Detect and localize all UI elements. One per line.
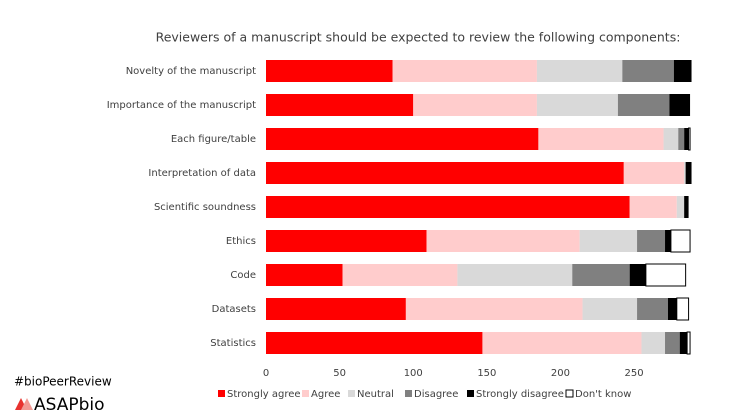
y-tick-label: Importance of the manuscript [107, 100, 256, 111]
bar-segment [684, 128, 689, 150]
bar-segment [392, 60, 537, 82]
bar-segment [669, 94, 691, 116]
y-tick-label: Scientific soundness [154, 202, 256, 213]
bar-segment [623, 162, 685, 184]
bar-segment [637, 298, 668, 320]
bar-segment [686, 331, 691, 355]
bar-segment [673, 60, 692, 82]
bar-segment [667, 298, 677, 320]
bar-segment [617, 94, 670, 116]
bar-segment [622, 60, 674, 82]
logo-icon [15, 398, 33, 410]
bar-segment [676, 297, 690, 321]
bar-segment [266, 162, 624, 184]
bar-segment [266, 94, 414, 116]
bar-segment [676, 196, 685, 218]
bar-segment [413, 94, 537, 116]
bar-segment [629, 196, 677, 218]
chart-title: Reviewers of a manuscript should be expe… [156, 30, 681, 45]
y-tick-label: Code [230, 270, 256, 281]
x-tick-label: 100 [404, 368, 423, 379]
y-tick-label: Novelty of the manuscript [126, 66, 256, 77]
bar-segment [538, 128, 664, 150]
legend-label: Neutral [357, 389, 394, 400]
bar-segment [536, 94, 618, 116]
x-tick-label: 150 [477, 368, 496, 379]
bar-segment [266, 60, 393, 82]
legend-label: Agree [311, 389, 340, 400]
y-tick-label: Statistics [210, 338, 256, 349]
legend-swatch [218, 390, 225, 397]
bar-segment [679, 332, 688, 354]
bar-segment [266, 332, 483, 354]
y-tick-label: Datasets [212, 304, 256, 315]
bar-segment [665, 332, 680, 354]
x-tick-label: 0 [263, 368, 269, 379]
y-tick-label: Each figure/table [171, 134, 256, 145]
bar-segment [684, 162, 686, 184]
bar-segment [688, 127, 691, 151]
bar-segment [641, 332, 666, 354]
bar-segment [637, 230, 666, 252]
y-tick-label: Interpretation of data [148, 168, 256, 179]
bar-segment [457, 264, 573, 286]
bar-segment [629, 264, 646, 286]
bar-segment [536, 60, 623, 82]
bar-segment [579, 230, 638, 252]
bar-segment [266, 264, 343, 286]
bar-segment [685, 162, 692, 184]
hashtag: #bioPeerReview [14, 375, 112, 389]
x-tick-label: 50 [333, 368, 346, 379]
legend-swatch [302, 390, 309, 397]
bar-segment [266, 230, 427, 252]
legend-swatch [348, 390, 355, 397]
bar-segment [426, 230, 580, 252]
bar-segment [266, 298, 406, 320]
x-tick-label: 200 [551, 368, 570, 379]
legend-swatch [405, 390, 412, 397]
bar-segment [266, 128, 539, 150]
y-tick-label: Ethics [226, 236, 256, 247]
bar-segment [582, 298, 638, 320]
logo-text: ASAPbio [34, 395, 105, 415]
bar-segment [670, 229, 691, 253]
bar-segment [678, 128, 685, 150]
legend-label: Strongly agree [227, 389, 301, 400]
bar-segment [572, 264, 630, 286]
bar-segment [266, 196, 630, 218]
bar-segment [342, 264, 458, 286]
legend-label: Don't know [575, 389, 631, 400]
legend-swatch [565, 389, 574, 398]
legend-label: Disagree [414, 389, 458, 400]
legend-swatch [467, 390, 474, 397]
bar-segment [645, 263, 687, 287]
bar-segment [405, 298, 583, 320]
x-tick-label: 250 [625, 368, 644, 379]
legend-label: Strongly disagree [476, 389, 564, 400]
bar-segment [684, 196, 689, 218]
bar-segment [482, 332, 642, 354]
bar-segment [665, 230, 671, 252]
bar-segment [663, 128, 679, 150]
